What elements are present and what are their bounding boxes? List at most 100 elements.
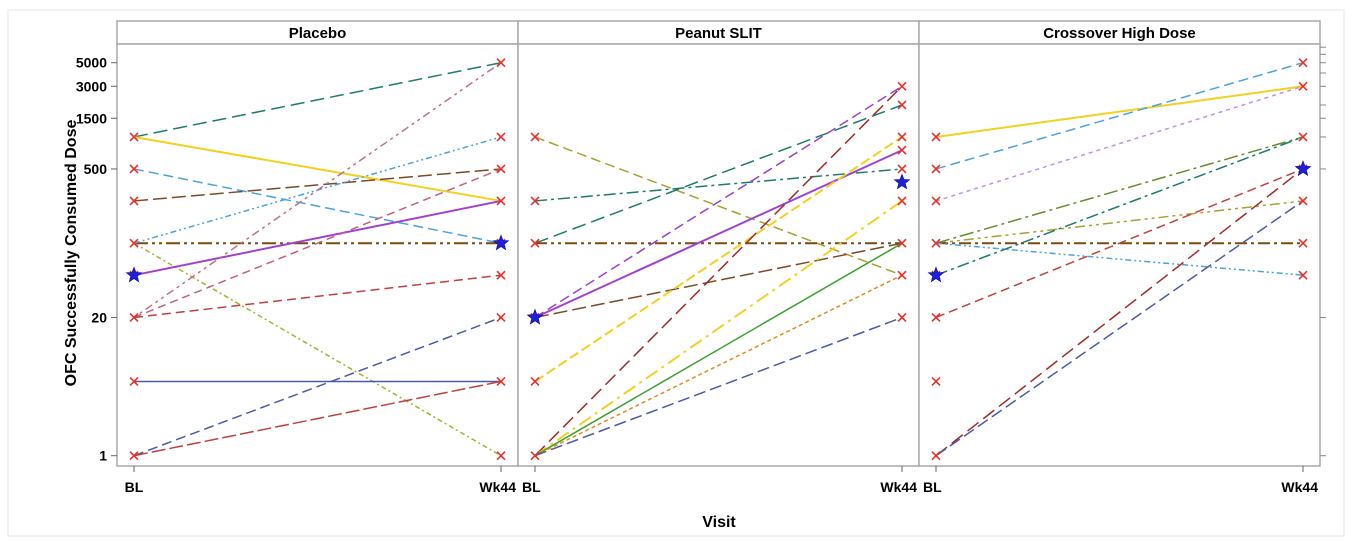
series-line <box>534 274 903 457</box>
x-marker <box>496 376 506 387</box>
x-tick-label: Wk44 <box>1281 479 1318 495</box>
x-tick-label: BL <box>125 479 144 495</box>
x-marker <box>129 451 139 461</box>
highlight-star <box>927 266 945 283</box>
x-marker <box>897 312 907 323</box>
series-line <box>534 136 903 383</box>
x-marker <box>931 376 941 387</box>
x-axis-title: Visit <box>702 514 736 531</box>
x-marker <box>129 238 139 248</box>
x-marker <box>897 132 907 142</box>
series-line <box>534 104 903 244</box>
highlight-star <box>893 173 911 190</box>
x-marker <box>129 164 139 174</box>
x-marker <box>897 270 907 280</box>
series-line <box>534 242 903 319</box>
x-marker <box>530 451 540 461</box>
panel-frame <box>517 43 920 467</box>
series-line <box>935 61 1304 170</box>
x-marker <box>897 238 907 248</box>
panel-title: Peanut SLIT <box>675 25 762 42</box>
series-line <box>935 200 1304 457</box>
x-marker <box>897 196 907 206</box>
series-line <box>133 168 502 202</box>
series-line <box>534 200 903 457</box>
y-axis-title: OFC Successfully Consumed Dose <box>63 120 80 387</box>
x-marker <box>931 312 941 323</box>
series-line <box>133 316 502 457</box>
series-line <box>133 168 502 244</box>
x-marker <box>897 81 907 91</box>
series-line <box>935 242 1304 276</box>
x-marker <box>496 132 506 142</box>
series-line <box>935 136 1304 244</box>
series-line <box>534 316 903 457</box>
highlight-star <box>125 266 143 283</box>
y-tick-label: 1500 <box>76 110 107 126</box>
x-tick-label: BL <box>522 479 541 495</box>
highlight-star <box>526 308 544 325</box>
y-tick-label: 20 <box>91 309 107 325</box>
x-marker <box>496 164 506 174</box>
x-marker <box>129 312 139 323</box>
series-line <box>534 136 903 276</box>
x-marker <box>530 238 540 248</box>
x-marker <box>496 451 506 461</box>
series-line <box>935 136 1304 276</box>
series-line <box>534 242 903 457</box>
y-tick-label: 1 <box>99 448 107 464</box>
x-marker <box>530 132 540 142</box>
x-marker <box>1298 196 1308 206</box>
x-marker <box>496 196 506 206</box>
series-line <box>935 168 1304 457</box>
x-marker <box>129 376 139 387</box>
highlight-star <box>1294 160 1312 177</box>
y-tick-label: 5000 <box>76 55 107 71</box>
x-tick-label: BL <box>923 479 942 495</box>
figure-border <box>7 9 1345 537</box>
series-line <box>133 168 502 319</box>
x-marker <box>129 132 139 142</box>
y-tick-label: 500 <box>84 161 108 177</box>
panel-title: Placebo <box>289 25 347 42</box>
x-marker <box>931 196 941 206</box>
series-line <box>133 199 502 277</box>
x-marker <box>1298 132 1308 142</box>
x-marker <box>897 164 907 174</box>
x-marker <box>897 145 907 155</box>
series-line <box>133 274 502 319</box>
series-line <box>133 135 502 202</box>
series-line <box>133 380 502 457</box>
series-line <box>133 242 502 457</box>
x-marker <box>897 100 907 110</box>
x-marker <box>129 196 139 206</box>
series-line <box>935 168 1304 319</box>
series-line <box>935 200 1304 244</box>
x-tick-label: Wk44 <box>880 479 917 495</box>
x-marker <box>1298 81 1308 91</box>
x-marker <box>931 164 941 174</box>
highlight-star <box>492 234 510 251</box>
panel-frame <box>116 43 519 467</box>
x-marker <box>530 196 540 206</box>
x-marker <box>1298 270 1308 280</box>
series-line <box>133 62 502 319</box>
panel-frame <box>918 43 1321 467</box>
x-marker <box>496 270 506 280</box>
x-marker <box>1298 58 1308 68</box>
x-marker <box>530 376 540 387</box>
x-tick-label: Wk44 <box>479 479 516 495</box>
series-line <box>935 85 1304 202</box>
y-tick-label: 3000 <box>76 78 107 94</box>
series-line <box>935 85 1304 138</box>
series-line <box>534 168 903 202</box>
series-line <box>133 61 502 138</box>
x-marker <box>496 58 506 68</box>
x-marker <box>1298 238 1308 248</box>
panel-1: Placebo BL Wk44 <box>116 20 519 495</box>
x-marker <box>931 238 941 248</box>
x-marker <box>931 451 941 461</box>
panel-2: Peanut SLIT BL Wk44 <box>517 20 920 495</box>
